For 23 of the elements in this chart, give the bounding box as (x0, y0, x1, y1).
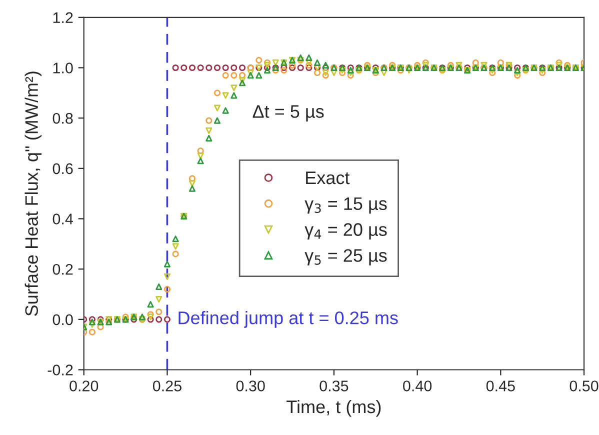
x-tick-label: 0.50 (570, 380, 598, 392)
y-tick-label: -0.2 (48, 364, 73, 376)
y-axis-title: Surface Heat Flux, q" (MW/m²) (24, 72, 42, 316)
y-tick-label: 0.6 (52, 163, 73, 174)
y-tick-label: 1.2 (53, 12, 73, 23)
ref-line-label: Defined jump at t = 0.25 ms (178, 311, 398, 328)
y-tick-label: 0.4 (52, 214, 73, 224)
x-tick-label: 0.45 (486, 380, 515, 392)
x-tick-label: 0.35 (320, 380, 348, 392)
y-tick-label: 0.8 (52, 112, 73, 124)
x-tick-label: 0.25 (152, 380, 182, 392)
y-tick-label: 0.0 (52, 314, 73, 326)
y-tick-label: 1.0 (53, 62, 73, 74)
legend-label: Exact (306, 172, 350, 184)
y-tick-label: 0.2 (52, 264, 73, 275)
x-tick-label: 0.30 (236, 380, 265, 392)
legend-label: γ$_{3}$ = 15 µs (304, 197, 387, 214)
x-tick-label: 0.40 (403, 380, 432, 392)
legend-label: γ$_{4}$ = 20 µs (304, 223, 387, 240)
x-tick-label: 0.20 (70, 380, 98, 392)
x-axis-title: Time, t (ms) (286, 400, 381, 417)
annotation: Δt = 5 µs (252, 105, 324, 122)
legend-label: γ$_{5}$ = 25 µs (304, 249, 387, 266)
